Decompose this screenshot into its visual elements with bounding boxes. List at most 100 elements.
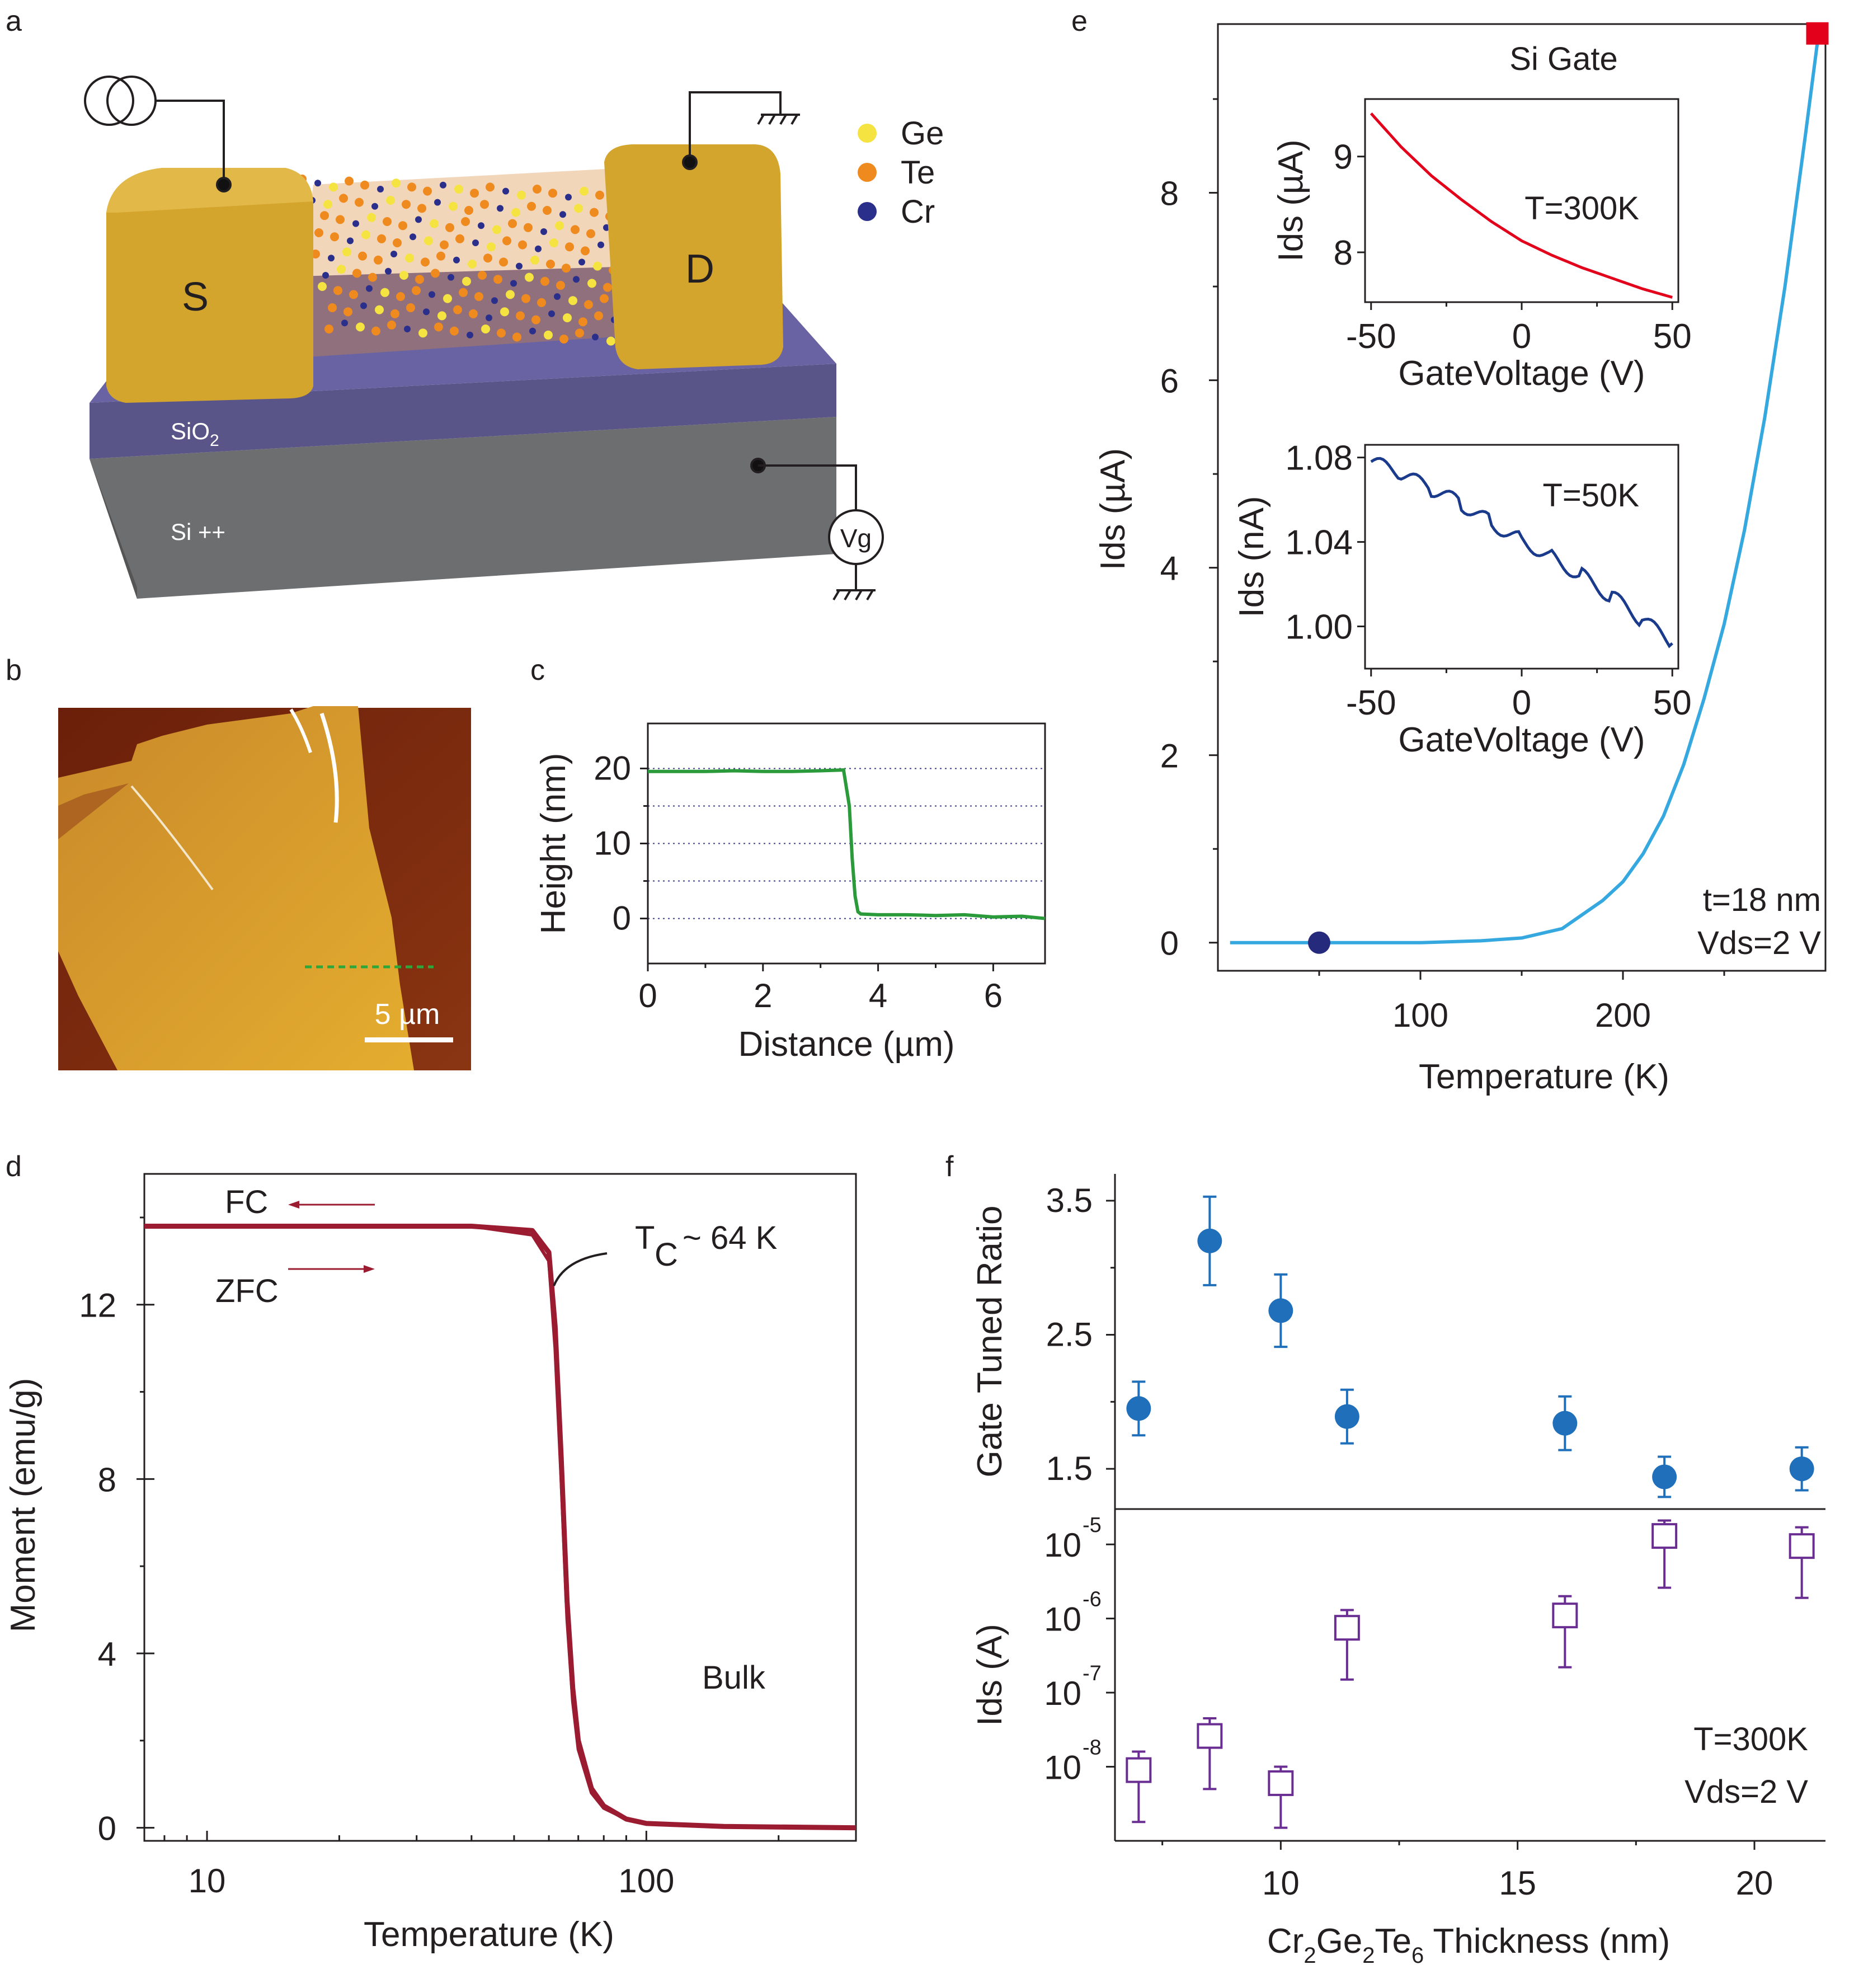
x-tick-label: 100 — [618, 1862, 674, 1900]
atom — [556, 281, 565, 290]
x-axis-title-part: Ge — [1316, 1922, 1363, 1961]
atom — [404, 326, 411, 332]
atom — [537, 298, 546, 307]
atom — [548, 310, 555, 317]
atom — [499, 257, 508, 267]
atom — [436, 251, 445, 261]
y-tick-label: 10 — [1044, 1601, 1081, 1638]
ids-point — [1789, 1533, 1815, 1559]
atom — [559, 335, 568, 344]
atom — [554, 293, 561, 300]
atom — [415, 216, 422, 223]
chart-inset-300k: -50 0 50 9 8 T=300K GateVoltage (V) Ids (µA) — [1272, 98, 1692, 393]
atom — [502, 187, 509, 195]
x-tick-label: 0 — [1512, 317, 1531, 356]
atom — [415, 275, 424, 284]
panel-label-e: e — [1071, 5, 1088, 37]
ids-point — [1126, 1757, 1152, 1783]
atom — [336, 215, 345, 224]
atom — [406, 303, 415, 312]
chart-gate-tuned-ratio: 3.5 2.5 1.5 Gate Tuned Ratio — [971, 1174, 1825, 1510]
x-tick-label: 10 — [1262, 1864, 1300, 1902]
ids-point — [1334, 1615, 1360, 1641]
atom — [461, 217, 470, 226]
atom — [360, 302, 367, 309]
atom — [474, 292, 483, 301]
atom — [385, 267, 392, 275]
atom — [511, 208, 520, 217]
atom — [548, 189, 557, 198]
atom — [578, 259, 585, 266]
atom — [603, 283, 612, 292]
atom — [562, 264, 571, 273]
atom — [355, 198, 364, 207]
atom — [396, 292, 405, 301]
moment-curve-zfc — [144, 1224, 857, 1830]
gate-meter-label: Vg — [840, 524, 872, 553]
y-tick-label: 1.08 — [1285, 439, 1353, 478]
atom — [524, 223, 533, 232]
x-axis-title: Distance (µm) — [738, 1025, 954, 1064]
y-tick-exponent: -7 — [1083, 1662, 1102, 1685]
atom — [487, 242, 496, 252]
atom — [377, 186, 384, 192]
panel-label-b: b — [6, 654, 22, 687]
ratio-point — [1789, 1456, 1814, 1482]
atom — [530, 255, 539, 265]
y-axis-title: Gate Tuned Ratio — [971, 1206, 1009, 1478]
bulk-label: Bulk — [702, 1660, 766, 1696]
x-tick-label: 200 — [1595, 997, 1651, 1034]
y-tick-label: 1.5 — [1046, 1450, 1093, 1487]
atom — [314, 180, 321, 187]
atom — [402, 200, 411, 209]
ids-point — [1552, 1602, 1578, 1629]
afm-image: 5 µm — [58, 706, 471, 1070]
atom — [543, 206, 552, 215]
x-axis-title-part: Te — [1375, 1922, 1411, 1961]
atom — [421, 257, 430, 267]
atom — [455, 234, 464, 243]
x-tick-label: -50 — [1346, 684, 1396, 722]
fc-label: FC — [225, 1184, 268, 1220]
atom — [366, 285, 373, 292]
atom — [424, 236, 433, 246]
atom — [430, 219, 439, 228]
atom — [328, 303, 337, 312]
atom — [342, 247, 351, 257]
thickness-annotation: t=18 nm — [1703, 882, 1821, 918]
x-axis-title-part: Thickness (nm) — [1424, 1922, 1670, 1961]
atom — [407, 182, 416, 192]
atom — [469, 309, 478, 318]
atom — [481, 325, 490, 333]
source-label: S — [182, 275, 209, 319]
atom — [431, 269, 440, 278]
y-axis-title: Ids (nA) — [1232, 496, 1271, 617]
inset-frame — [1364, 98, 1679, 303]
x-tick-label: -50 — [1346, 317, 1396, 356]
y-tick-label: 10 — [1044, 1675, 1081, 1712]
atom — [374, 255, 383, 265]
atom — [383, 217, 392, 226]
afm-scale-label: 5 µm — [375, 998, 440, 1031]
atom — [581, 246, 590, 256]
y-axis-title: Height (nm) — [534, 753, 573, 934]
y-tick-exponent: -6 — [1083, 1588, 1102, 1611]
x-axis-title-part: 2 — [1304, 1943, 1316, 1968]
atom — [516, 262, 523, 270]
atom — [375, 305, 384, 314]
atom — [398, 221, 407, 231]
atom — [390, 251, 397, 257]
atom — [417, 204, 426, 213]
atom — [437, 311, 446, 321]
x-axis-title: Cr2Ge2Te6 Thickness (nm) — [1267, 1922, 1670, 1968]
atom — [510, 280, 517, 287]
atom — [341, 319, 348, 327]
ratio-point — [1552, 1411, 1578, 1436]
atom — [345, 176, 354, 186]
current-source-icon — [84, 76, 232, 192]
atom — [472, 239, 479, 246]
y-tick-label: 10 — [594, 825, 631, 862]
chart-moment-vs-temperature: 10 100 0 4 8 12 FC ZFC Bulk T C ~ 64 K Temperature (… — [4, 1173, 857, 1954]
atom — [497, 328, 506, 338]
x-tick-label: 2 — [754, 977, 772, 1014]
